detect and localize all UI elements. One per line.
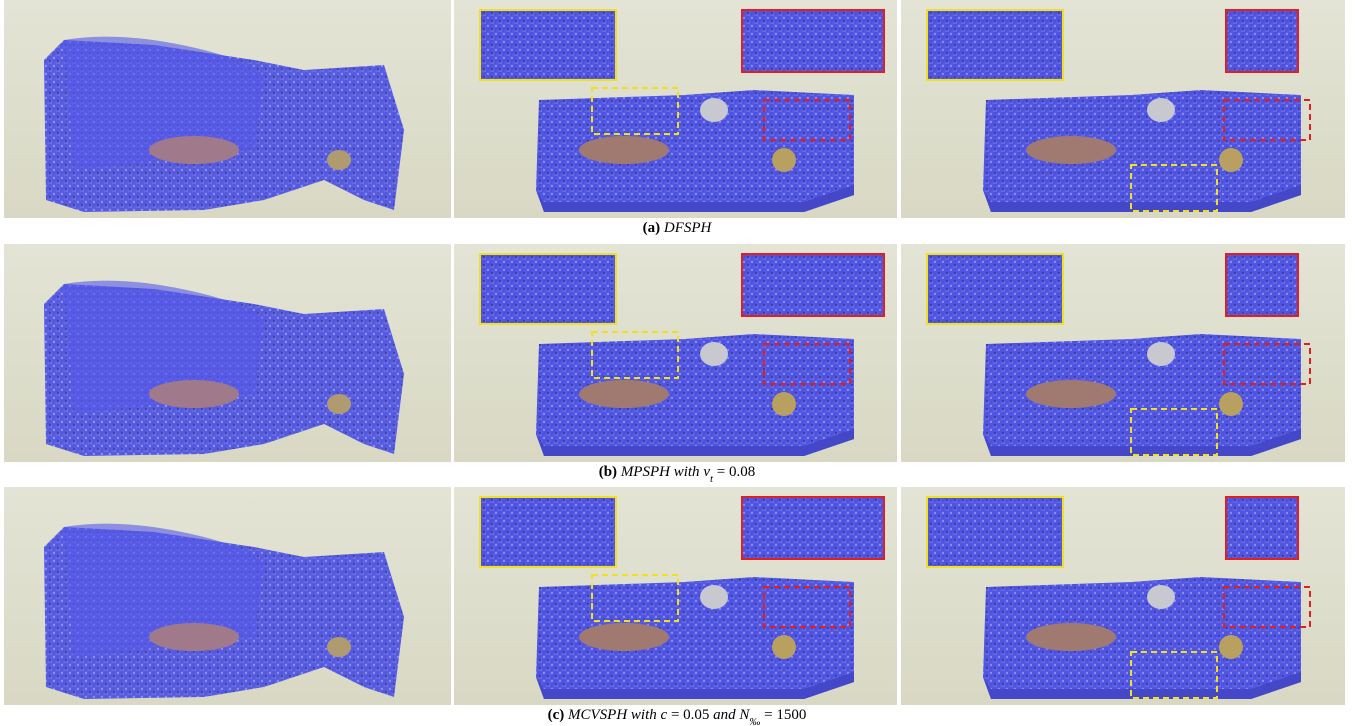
caption-part: = 0.05: [667, 707, 713, 723]
inset-yellow: [480, 10, 616, 80]
inset-yellow: [480, 497, 616, 567]
dragon: [1026, 623, 1116, 651]
render-panel: [901, 0, 1345, 218]
caption-label: (a): [643, 220, 661, 236]
caption: (a) DFSPH: [643, 220, 713, 236]
bunny-gold: [772, 635, 796, 659]
render-panel: [454, 244, 897, 462]
inset-red: [1226, 254, 1298, 316]
caption-part: MPSPH with: [620, 464, 704, 480]
caption-label: (c): [548, 707, 565, 723]
dragon: [1026, 380, 1116, 408]
inset-red: [742, 254, 884, 316]
bunny-gold: [1219, 635, 1243, 659]
render-panel: [4, 487, 451, 705]
render-panel: [4, 244, 451, 462]
inset-yellow: [927, 497, 1063, 567]
render-panel: [454, 0, 897, 218]
render-panel: [901, 244, 1345, 462]
bunny-silver: [1147, 342, 1175, 366]
caption: (c) MCVSPH with c = 0.05 and N‰ = 1500: [548, 707, 807, 726]
caption-part: = 0.08: [713, 464, 755, 480]
figure: (a) DFSPH (b) MPSPH with νt = 0.08 (c) MCV…: [0, 0, 1355, 726]
dragon: [149, 136, 239, 164]
caption-part: DFSPH: [663, 220, 713, 236]
caption-part: ‰: [749, 716, 760, 726]
bunny-silver: [700, 98, 728, 122]
bunny-gold: [772, 148, 796, 172]
dragon: [579, 136, 669, 164]
caption-part: MCVSPH with: [567, 707, 661, 723]
render-panel: [4, 0, 451, 218]
bunny-gold: [1219, 392, 1243, 416]
caption-part: = 1500: [760, 707, 806, 723]
bunny: [327, 394, 351, 414]
render-panel: [454, 487, 897, 705]
bunny-silver: [1147, 98, 1175, 122]
bunny-silver: [700, 585, 728, 609]
dragon: [149, 380, 239, 408]
bunny-gold: [1219, 148, 1243, 172]
inset-red: [1226, 10, 1298, 72]
bunny-silver: [700, 342, 728, 366]
caption-part: and N: [713, 707, 750, 723]
inset-yellow: [927, 10, 1063, 80]
inset-red: [742, 10, 884, 72]
bunny: [327, 150, 351, 170]
dragon: [149, 623, 239, 651]
inset-yellow: [480, 254, 616, 324]
inset-red: [1226, 497, 1298, 559]
caption: (b) MPSPH with νt = 0.08: [599, 464, 756, 485]
inset-red: [742, 497, 884, 559]
dragon: [579, 380, 669, 408]
caption-label: (b): [599, 464, 617, 480]
render-panel: [901, 487, 1345, 705]
bunny-gold: [772, 392, 796, 416]
bunny-silver: [1147, 585, 1175, 609]
bunny: [327, 637, 351, 657]
dragon: [1026, 136, 1116, 164]
dragon: [579, 623, 669, 651]
inset-yellow: [927, 254, 1063, 324]
